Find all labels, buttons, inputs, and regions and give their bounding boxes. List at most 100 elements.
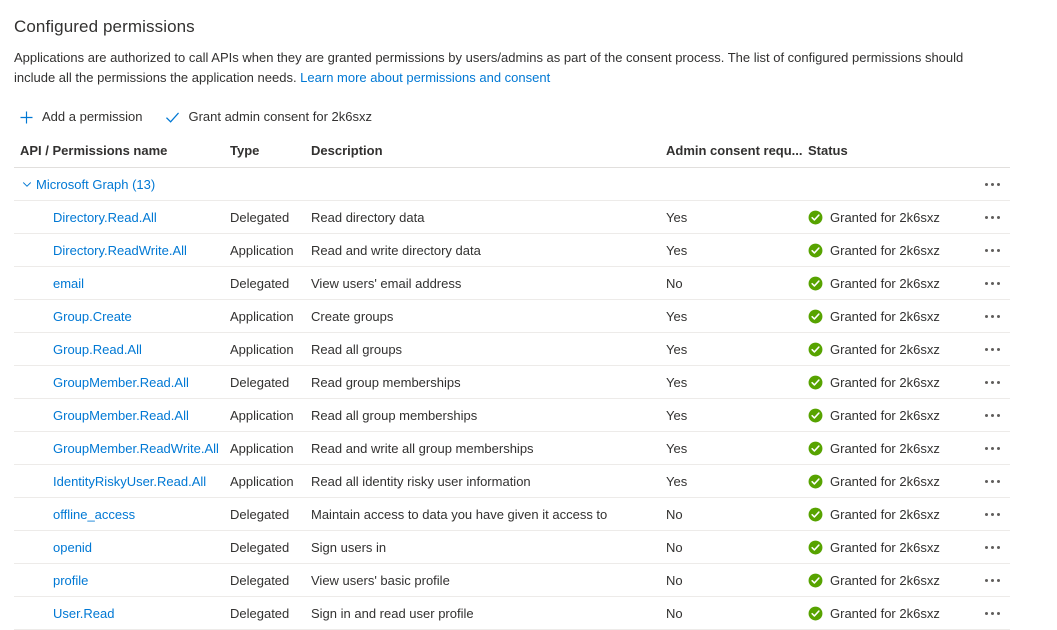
column-header-type[interactable]: Type [230, 143, 260, 158]
api-group-more-cell [974, 168, 1010, 200]
check-circle-icon [808, 474, 823, 488]
row-more-cell [974, 432, 1010, 464]
ellipsis-icon[interactable] [977, 337, 1007, 361]
learn-more-link[interactable]: Learn more about permissions and consent [300, 69, 551, 85]
grant-admin-consent-label: Grant admin consent for 2k6sxz [188, 109, 372, 124]
row-more-cell [974, 333, 1010, 365]
status-badge: Granted for 2k6sxz [808, 276, 940, 291]
ellipsis-dot [990, 347, 994, 351]
status-label: Granted for 2k6sxz [830, 572, 940, 588]
permission-name-link[interactable]: Directory.ReadWrite.All [53, 242, 187, 258]
status-label: Granted for 2k6sxz [830, 374, 940, 390]
row-more-cell [974, 498, 1010, 530]
table-row[interactable]: openid Delegated Sign users in No Granted fo… [14, 531, 1010, 564]
table-row[interactable]: Directory.ReadWrite.All Application Read a… [14, 234, 1010, 267]
permission-type-cell: Application [230, 440, 294, 456]
status-cell: Granted for 2k6sxz [808, 201, 940, 233]
permission-type-cell: Delegated [230, 209, 290, 225]
permission-name-cell: Group.Create [53, 300, 132, 332]
ellipsis-icon[interactable] [977, 172, 1007, 196]
page-title: Configured permissions [14, 17, 195, 36]
ellipsis-dot [984, 413, 988, 417]
permission-name-link[interactable]: GroupMember.Read.All [53, 407, 189, 423]
permission-name-link[interactable]: Group.Read.All [53, 341, 142, 357]
status-cell: Granted for 2k6sxz [808, 267, 940, 299]
table-row[interactable]: email Delegated View users' email address N… [14, 267, 1010, 300]
api-group-row-microsoft-graph[interactable]: Microsoft Graph (13) [14, 168, 1010, 201]
ellipsis-icon[interactable] [977, 403, 1007, 427]
permission-name-cell: email [53, 267, 84, 299]
table-row[interactable]: GroupMember.ReadWrite.All Application Read… [14, 432, 1010, 465]
ellipsis-dot [990, 611, 994, 615]
table-row[interactable]: GroupMember.Read.All Application Read all … [14, 399, 1010, 432]
table-row[interactable]: User.Read Delegated Sign in and read user … [14, 597, 1010, 630]
permission-name-cell: IdentityRiskyUser.Read.All [53, 465, 206, 497]
status-badge: Granted for 2k6sxz [808, 540, 940, 555]
ellipsis-dot [990, 215, 994, 219]
permission-name-cell: offline_access [53, 498, 135, 530]
status-label: Granted for 2k6sxz [830, 209, 940, 225]
ellipsis-icon[interactable] [977, 469, 1007, 493]
ellipsis-icon[interactable] [977, 304, 1007, 328]
column-header-description[interactable]: Description [311, 143, 383, 158]
check-circle-icon [808, 342, 823, 356]
column-header-api-permissions-name[interactable]: API / Permissions name [20, 143, 168, 158]
ellipsis-icon[interactable] [977, 238, 1007, 262]
check-circle-icon [808, 408, 823, 422]
permission-name-link[interactable]: email [53, 275, 85, 291]
status-label: Granted for 2k6sxz [830, 440, 940, 456]
permission-name-link[interactable]: User.Read [53, 605, 115, 621]
column-header-status[interactable]: Status [808, 143, 848, 158]
ellipsis-dot [996, 479, 1000, 483]
permission-type-cell: Application [230, 341, 294, 357]
table-row[interactable]: Group.Read.All Application Read all groups… [14, 333, 1010, 366]
table-row[interactable]: Directory.Read.All Delegated Read director… [14, 201, 1010, 234]
check-circle-icon [808, 309, 823, 323]
row-more-cell [974, 300, 1010, 332]
ellipsis-icon[interactable] [977, 568, 1007, 592]
status-badge: Granted for 2k6sxz [808, 606, 940, 621]
permission-name-link[interactable]: profile [53, 572, 89, 588]
permission-description-cell: View users' email address [311, 275, 462, 291]
permission-name-link[interactable]: openid [53, 539, 93, 555]
permission-name-link[interactable]: Directory.Read.All [53, 209, 157, 225]
table-row[interactable]: offline_access Delegated Maintain access t… [14, 498, 1010, 531]
status-cell: Granted for 2k6sxz [808, 399, 940, 431]
permission-description-cell: Create groups [311, 308, 394, 324]
status-cell: Granted for 2k6sxz [808, 498, 940, 530]
ellipsis-icon[interactable] [977, 370, 1007, 394]
permission-name-link[interactable]: GroupMember.Read.All [53, 374, 189, 390]
check-circle-icon [808, 210, 823, 224]
status-cell: Granted for 2k6sxz [808, 597, 940, 629]
ellipsis-dot [996, 578, 1000, 582]
permission-description-cell: Sign users in [311, 539, 387, 555]
permission-name-link[interactable]: offline_access [53, 506, 136, 522]
ellipsis-dot [984, 545, 988, 549]
status-cell: Granted for 2k6sxz [808, 300, 940, 332]
ellipsis-icon[interactable] [977, 205, 1007, 229]
table-row[interactable]: IdentityRiskyUser.Read.All Application Rea… [14, 465, 1010, 498]
ellipsis-icon[interactable] [977, 601, 1007, 625]
table-row[interactable]: GroupMember.Read.All Delegated Read group … [14, 366, 1010, 399]
ellipsis-icon[interactable] [977, 535, 1007, 559]
ellipsis-dot [990, 248, 994, 252]
table-row[interactable]: Group.Create Application Create groups Yes G… [14, 300, 1010, 333]
grant-admin-consent-button[interactable]: Grant admin consent for 2k6sxz [162, 106, 374, 128]
admin-consent-required-cell: No [666, 605, 683, 621]
ellipsis-icon[interactable] [977, 436, 1007, 460]
ellipsis-icon[interactable] [977, 502, 1007, 526]
permission-name-link[interactable]: IdentityRiskyUser.Read.All [53, 473, 207, 489]
permission-name-link[interactable]: Group.Create [53, 308, 132, 324]
permission-name-link[interactable]: GroupMember.ReadWrite.All [53, 440, 219, 456]
table-row[interactable]: profile Delegated View users' basic profil… [14, 564, 1010, 597]
status-cell: Granted for 2k6sxz [808, 366, 940, 398]
ellipsis-dot [984, 347, 988, 351]
add-a-permission-button[interactable]: Add a permission [16, 106, 144, 128]
permission-type-cell: Delegated [230, 539, 290, 555]
chevron-down-icon[interactable] [20, 177, 34, 191]
permission-name-cell: User.Read [53, 597, 114, 629]
api-group-link[interactable]: Microsoft Graph (13) [36, 176, 156, 192]
column-header-admin-consent-required[interactable]: Admin consent requ... [666, 143, 803, 158]
ellipsis-icon[interactable] [977, 271, 1007, 295]
status-label: Granted for 2k6sxz [830, 539, 940, 555]
